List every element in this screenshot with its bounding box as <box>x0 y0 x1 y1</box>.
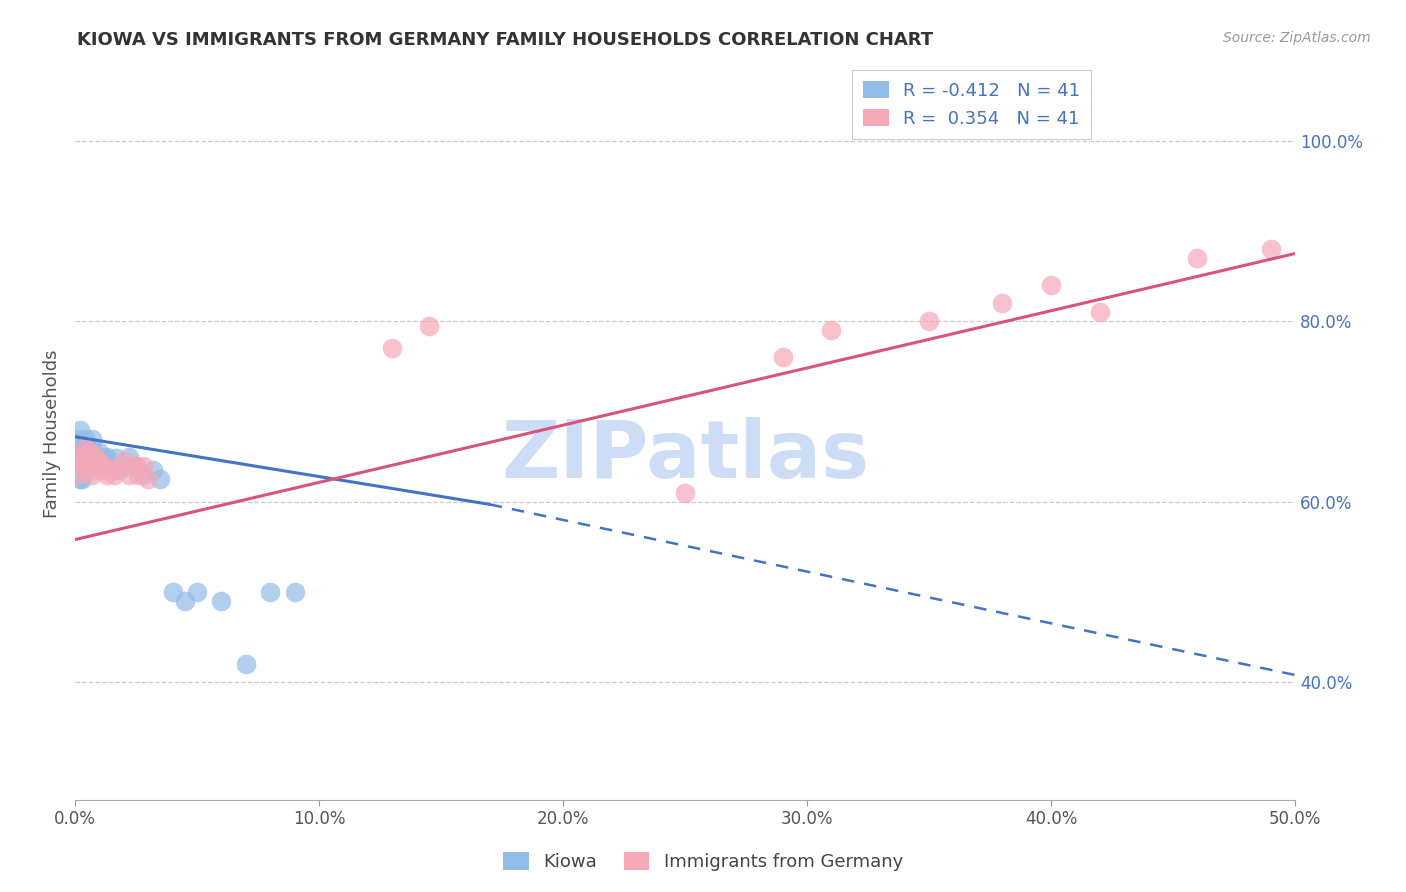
Point <box>1040 278 1063 293</box>
Point <box>69 450 91 464</box>
Point <box>72 458 94 473</box>
Text: ZIPatlas: ZIPatlas <box>501 417 869 495</box>
Point <box>112 454 135 468</box>
Legend: R = -0.412   N = 41, R =  0.354   N = 41: R = -0.412 N = 41, R = 0.354 N = 41 <box>852 70 1091 138</box>
Point <box>112 458 135 473</box>
Point <box>76 458 98 473</box>
Point <box>132 467 155 482</box>
Point <box>209 594 232 608</box>
Point <box>108 463 131 477</box>
Point <box>83 458 105 473</box>
Point <box>66 467 89 482</box>
Point <box>80 467 103 482</box>
Point <box>69 423 91 437</box>
Point <box>136 472 159 486</box>
Point <box>72 441 94 455</box>
Point <box>173 594 195 608</box>
Point <box>79 458 101 473</box>
Point <box>89 454 111 468</box>
Point <box>83 450 105 464</box>
Point <box>96 450 118 464</box>
Point <box>100 458 122 473</box>
Point <box>72 472 94 486</box>
Point <box>73 441 96 455</box>
Point <box>772 351 794 365</box>
Point <box>72 454 94 468</box>
Point <box>76 463 98 477</box>
Point <box>86 463 108 477</box>
Point <box>76 441 98 455</box>
Point <box>76 450 98 464</box>
Point <box>991 296 1014 310</box>
Point <box>186 585 208 599</box>
Point <box>83 450 105 464</box>
Point <box>1260 242 1282 256</box>
Point <box>79 450 101 464</box>
Point <box>284 585 307 599</box>
Point <box>125 458 148 473</box>
Point <box>820 323 842 337</box>
Point <box>235 657 257 672</box>
Point <box>127 467 149 482</box>
Point <box>90 463 112 477</box>
Point <box>162 585 184 599</box>
Point <box>673 485 696 500</box>
Point <box>125 458 148 473</box>
Point <box>79 454 101 468</box>
Legend: Kiowa, Immigrants from Germany: Kiowa, Immigrants from Germany <box>496 846 910 879</box>
Point <box>132 458 155 473</box>
Point <box>73 454 96 468</box>
Point <box>100 463 122 477</box>
Point <box>72 450 94 464</box>
Point <box>66 454 89 468</box>
Text: Source: ZipAtlas.com: Source: ZipAtlas.com <box>1223 31 1371 45</box>
Point <box>86 458 108 473</box>
Point <box>79 445 101 459</box>
Point <box>118 450 141 464</box>
Point <box>418 318 440 333</box>
Point <box>66 432 89 446</box>
Point <box>90 454 112 468</box>
Point <box>125 458 148 473</box>
Point <box>72 458 94 473</box>
Text: KIOWA VS IMMIGRANTS FROM GERMANY FAMILY HOUSEHOLDS CORRELATION CHART: KIOWA VS IMMIGRANTS FROM GERMANY FAMILY … <box>77 31 934 49</box>
Point <box>1187 251 1209 265</box>
Point <box>80 454 103 468</box>
Point <box>93 450 115 464</box>
Point <box>73 454 96 468</box>
Point <box>73 432 96 446</box>
Point <box>1088 305 1111 319</box>
Point <box>381 341 404 355</box>
Point <box>103 467 125 482</box>
Point <box>108 458 131 473</box>
Point <box>69 450 91 464</box>
Point <box>73 441 96 455</box>
Point <box>96 467 118 482</box>
Point <box>105 451 128 466</box>
Y-axis label: Family Households: Family Households <box>44 350 60 518</box>
Point <box>80 432 103 446</box>
Point <box>149 472 172 486</box>
Point <box>93 458 115 473</box>
Point <box>259 585 281 599</box>
Point <box>80 441 103 455</box>
Point <box>89 445 111 459</box>
Point <box>69 472 91 486</box>
Point <box>142 463 165 477</box>
Point <box>69 458 91 473</box>
Point <box>918 314 941 328</box>
Point <box>76 450 98 464</box>
Point <box>118 467 141 482</box>
